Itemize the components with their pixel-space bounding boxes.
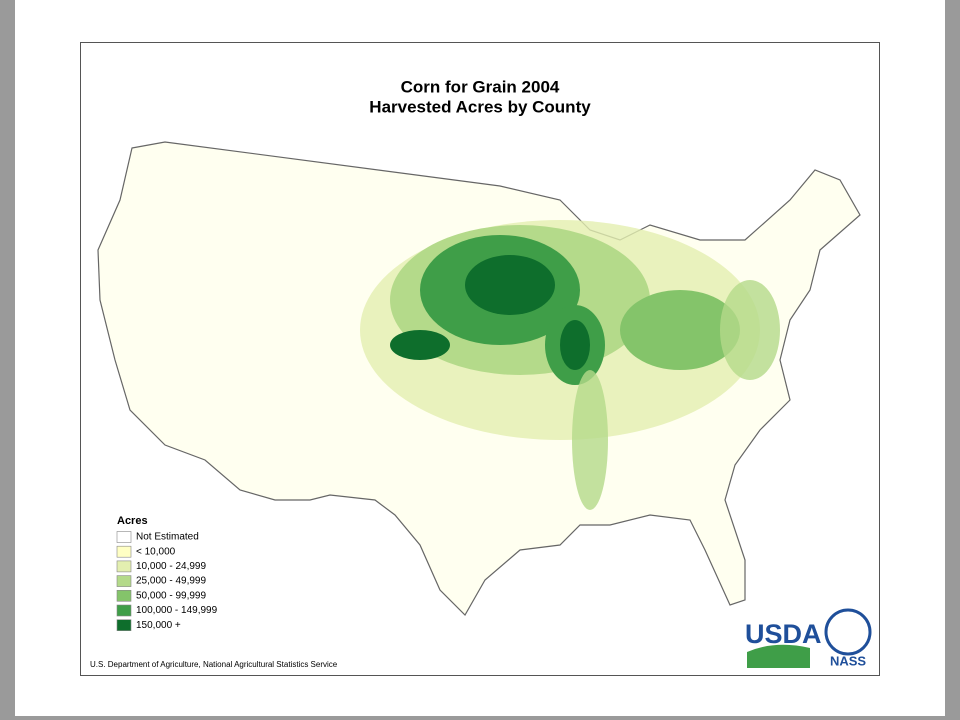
legend-swatch	[116, 531, 132, 543]
legend-swatch	[116, 575, 132, 587]
subtitle: Harvested Acres by County	[369, 97, 591, 116]
legend-label: Not Estimated	[136, 532, 199, 543]
legend-swatch	[116, 589, 132, 602]
legend: Acres Not Estimated < 10,000 10,000 - 24,9…	[116, 515, 218, 632]
title: Corn for Grain 2004	[401, 77, 560, 96]
corn-density	[360, 220, 780, 510]
legend-label: 50,000 - 99,999	[136, 590, 206, 601]
legend-swatch	[116, 619, 132, 632]
legend-title: Acres	[117, 515, 148, 527]
legend-swatch	[116, 604, 132, 617]
usda-logo: USDA	[745, 619, 822, 649]
map-frame	[80, 42, 880, 676]
legend-label: 150,000 +	[136, 620, 181, 631]
nass-logo: NASS	[830, 653, 866, 668]
legend-label: < 10,000	[136, 546, 176, 557]
legend-label: 100,000 - 149,999	[136, 605, 218, 616]
usda-swoosh	[747, 644, 810, 668]
legend-swatch	[116, 545, 132, 558]
footer: U.S. Department of Agriculture, National…	[90, 660, 338, 669]
legend-label: 25,000 - 49,999	[136, 576, 206, 587]
legend-swatch	[116, 560, 132, 573]
nass-emblem	[824, 608, 872, 656]
legend-label: 10,000 - 24,999	[136, 561, 206, 572]
